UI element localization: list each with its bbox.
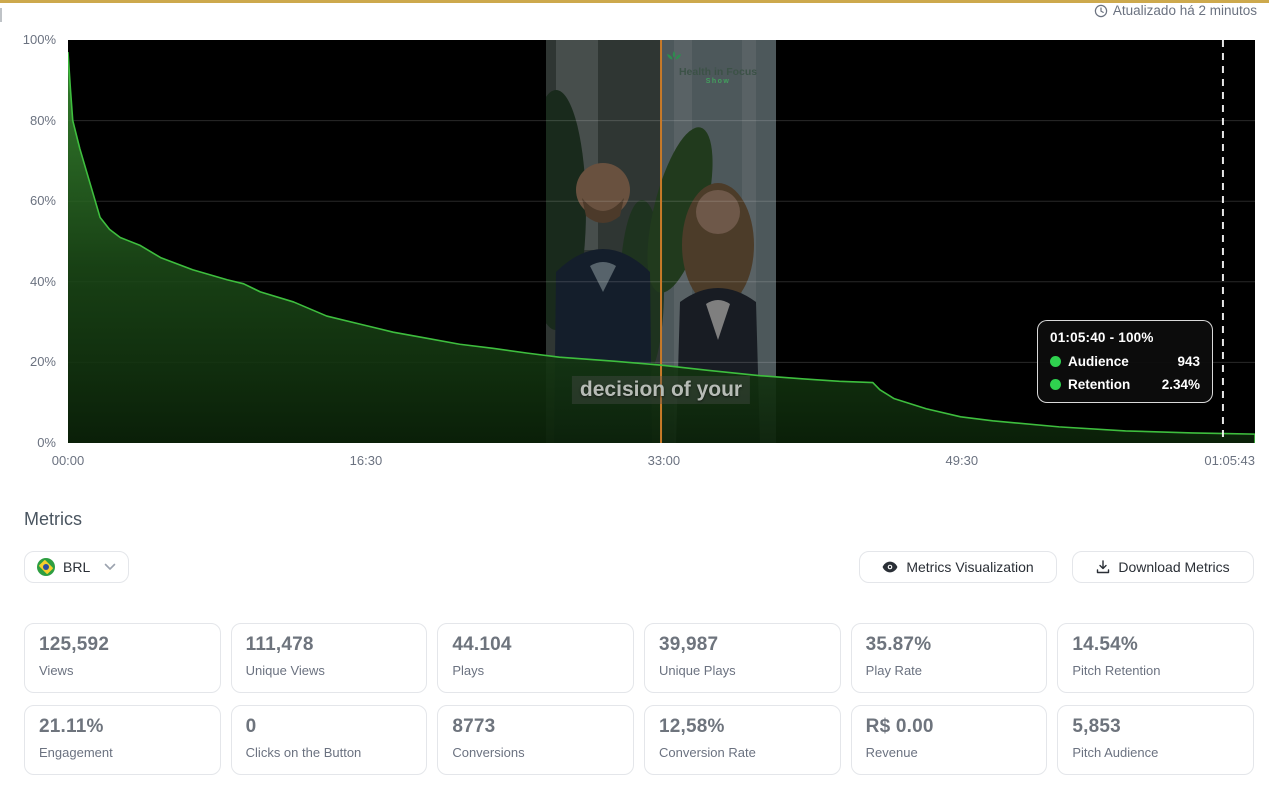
x-axis-label: 01:05:43 — [1204, 453, 1255, 468]
metrics-heading: Metrics — [24, 509, 82, 529]
y-axis-label: 80% — [29, 112, 56, 128]
metric-value: 39,987 — [659, 634, 719, 655]
tooltip-row-value: 2.34% — [1161, 377, 1200, 392]
chevron-down-icon — [104, 563, 116, 571]
metric-label: Plays — [452, 663, 485, 678]
metric-label: Pitch Audience — [1072, 745, 1159, 760]
metric-label: Engagement — [39, 745, 113, 760]
metric-label: Pitch Retention — [1072, 663, 1161, 678]
metric-card: 21.11% Engagement — [24, 705, 221, 775]
metric-label: Play Rate — [865, 663, 923, 678]
button-label: Metrics Visualization — [906, 559, 1034, 575]
metric-label: Clicks on the Button — [245, 745, 362, 760]
metric-card: 12,58% Conversion Rate — [644, 705, 841, 775]
metric-value: 12,58% — [659, 716, 725, 737]
x-axis-label: 00:00 — [51, 453, 85, 468]
metric-label: Revenue — [865, 745, 918, 760]
series-dot-icon — [1050, 356, 1061, 367]
left-edge-mark — [0, 8, 2, 22]
metric-card: 0 Clicks on the Button — [230, 705, 428, 775]
updated-text: Atualizado há 2 minutos — [1112, 3, 1257, 18]
eye-icon — [882, 561, 898, 573]
download-metrics-button[interactable]: Download Metrics — [1072, 551, 1254, 583]
x-axis-label: 49:30 — [945, 453, 979, 468]
metric-value: 5,853 — [1072, 716, 1121, 737]
metric-card: 39,987 Unique Plays — [644, 623, 841, 693]
metric-value: 111,478 — [245, 634, 314, 655]
y-axis-label: 0% — [37, 435, 56, 450]
metric-label: Unique Plays — [659, 663, 736, 678]
chart-tooltip: 01:05:40 - 100% Audience 943 Retention 2.34… — [1037, 320, 1213, 403]
metric-value: 44.104 — [452, 634, 512, 655]
tooltip-row-value: 943 — [1177, 354, 1200, 369]
download-icon — [1096, 560, 1110, 574]
x-axis-label: 16:30 — [349, 453, 383, 468]
metric-value: 0 — [245, 716, 257, 737]
top-accent-bar — [0, 0, 1269, 3]
tooltip-row-label: Audience — [1068, 354, 1129, 369]
metric-value: 35.87% — [865, 634, 932, 655]
metric-card: 111,478 Unique Views — [230, 623, 428, 693]
clock-icon — [1094, 4, 1108, 18]
metric-card: 8773 Conversions — [437, 705, 634, 775]
metric-value: 14.54% — [1072, 634, 1138, 655]
metric-value: 8773 — [452, 716, 496, 737]
button-label: Download Metrics — [1118, 559, 1230, 575]
y-axis-label: 60% — [29, 193, 56, 209]
video-thumbnail: Health in Focus Show — [545, 40, 776, 443]
metric-card: 35.87% Play Rate — [850, 623, 1048, 693]
metric-label: Unique Views — [245, 663, 325, 678]
metric-value: R$ 0.00 — [865, 716, 934, 737]
tooltip-row: Retention 2.34% — [1050, 377, 1200, 392]
metric-cards-grid: 125,592 Views 111,478 Unique Views 44.104 Pla… — [24, 623, 1254, 775]
series-dot-icon — [1050, 379, 1061, 390]
metric-label: Views — [39, 663, 74, 678]
metrics-controls: BRL Metrics Visualization Download Metri… — [0, 551, 1269, 583]
metric-card: 14.54% Pitch Retention — [1057, 623, 1254, 693]
metric-label: Conversions — [452, 745, 525, 760]
metric-value: 125,592 — [39, 634, 110, 655]
retention-chart-plot[interactable]: Health in Focus Show decision of your 01… — [68, 40, 1255, 443]
tooltip-title: 01:05:40 - 100% — [1050, 330, 1154, 345]
metric-card: 5,853 Pitch Audience — [1057, 705, 1254, 775]
metrics-visualization-button[interactable]: Metrics Visualization — [859, 551, 1057, 583]
y-axis-label: 20% — [29, 354, 56, 370]
metric-card: R$ 0.00 Revenue — [850, 705, 1048, 775]
currency-selector[interactable]: BRL — [24, 551, 130, 583]
currency-code: BRL — [63, 559, 91, 575]
tooltip-row-label: Retention — [1068, 377, 1131, 392]
metric-label: Conversion Rate — [659, 745, 756, 760]
brazil-flag-icon — [37, 558, 55, 576]
y-axis-label: 40% — [29, 273, 56, 289]
metric-card: 44.104 Plays — [437, 623, 634, 693]
metric-card: 125,592 Views — [24, 623, 221, 693]
tooltip-row: Audience 943 — [1050, 354, 1200, 369]
metric-value: 21.11% — [39, 716, 104, 737]
x-axis-label: 33:00 — [647, 453, 681, 468]
y-axis-label: 100% — [22, 32, 56, 47]
updated-status: Atualizado há 2 minutos — [1094, 3, 1257, 18]
